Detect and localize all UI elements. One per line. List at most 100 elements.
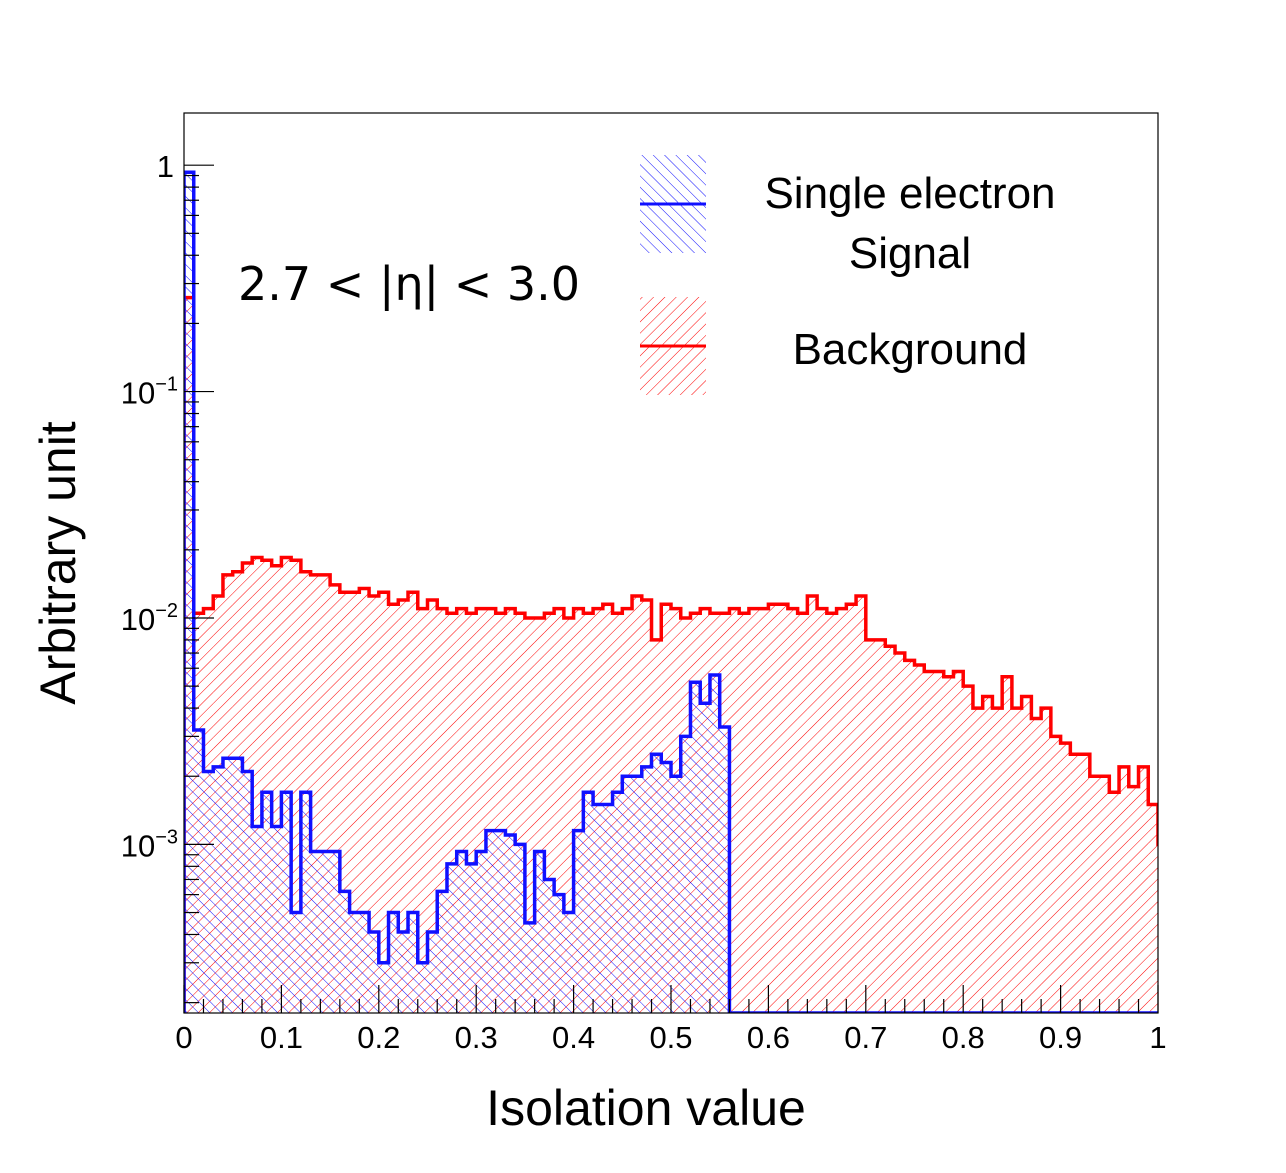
- signal-bin-33: [505, 835, 516, 1013]
- x-tick-label: 0.2: [357, 1020, 400, 1055]
- signal-bin-30: [476, 851, 486, 1013]
- y-tick-label: 10−3: [121, 826, 178, 863]
- background-bin-28: [456, 608, 467, 1013]
- background-bin-84: [1002, 676, 1012, 1013]
- signal-bin-36: [534, 851, 545, 1013]
- signal-bin-53: [700, 703, 710, 1013]
- background-bin-58: [748, 608, 759, 1013]
- background-bin-14: [320, 574, 331, 1013]
- background-bin-96: [1119, 766, 1129, 1013]
- background-bin-17: [349, 592, 360, 1013]
- background-bin-111: [1265, 879, 1275, 1013]
- signal-bin-38: [554, 894, 564, 1013]
- background-bin-81: [972, 708, 983, 1013]
- legend-entry-signal: Single electron Signal: [640, 155, 1056, 278]
- background-bin-104: [1197, 866, 1207, 1013]
- background-bin-86: [1021, 696, 1032, 1013]
- series-signal: [184, 170, 1158, 1013]
- signal-bin-5: [232, 758, 243, 1013]
- background-bin-89: [1050, 736, 1061, 1013]
- background-bin-95: [1109, 792, 1120, 1013]
- signal-bin-3: [213, 766, 223, 1013]
- background-bin-38: [554, 608, 564, 1013]
- signal-bin-2: [203, 771, 214, 1013]
- background-bin-103: [1187, 844, 1197, 1013]
- background-bin-35: [524, 617, 535, 1013]
- y-axis-label: Arbitrary unit: [30, 421, 86, 705]
- background-bin-76: [924, 671, 934, 1013]
- background-bin-65: [817, 608, 827, 1013]
- signal-bin-25: [427, 932, 438, 1013]
- background-bin-70: [865, 639, 876, 1013]
- x-tick-label: 0.9: [1039, 1020, 1082, 1055]
- background-bin-106: [1216, 903, 1226, 1013]
- signal-bin-13: [310, 851, 321, 1013]
- legend: Single electron Signal Background: [640, 155, 1056, 395]
- background-bin-77: [933, 671, 944, 1013]
- background-bin-99: [1148, 804, 1158, 1013]
- signal-bin-15: [330, 851, 340, 1013]
- x-tick-label: 1: [1149, 1020, 1166, 1055]
- background-bin-80: [963, 686, 973, 1013]
- background-bin-101: [1168, 826, 1178, 1013]
- background-bin-27: [446, 613, 457, 1013]
- background-bin-71: [875, 639, 886, 1013]
- background-bin-100: [1158, 844, 1168, 1013]
- y-tick-label: 10−1: [121, 374, 178, 411]
- legend-label-signal-line2: Signal: [849, 229, 971, 278]
- background-bin-32: [495, 613, 506, 1013]
- signal-bin-32: [495, 830, 506, 1013]
- signal-bin-40: [573, 830, 584, 1013]
- signal-bin-17: [349, 912, 360, 1013]
- background-bin-11: [291, 560, 301, 1013]
- background-bin-13: [310, 574, 321, 1013]
- x-tick-label: 0: [175, 1020, 192, 1055]
- background-bin-112: [1275, 923, 1285, 1013]
- eta-range-annotation: 2.7 < |η| < 3.0: [238, 257, 580, 312]
- background-bin-40: [573, 608, 584, 1013]
- background-bin-30: [476, 608, 486, 1013]
- x-tick-label: 0.7: [844, 1020, 887, 1055]
- background-bin-82: [982, 696, 993, 1013]
- x-tick-label: 0.6: [747, 1020, 790, 1055]
- background-bin-72: [885, 646, 896, 1013]
- signal-bin-27: [446, 863, 457, 1013]
- background-bin-73: [895, 653, 905, 1013]
- background-bin-105: [1207, 887, 1217, 1013]
- background-bin-16: [339, 592, 350, 1013]
- signal-bin-41: [583, 792, 594, 1013]
- signal-bin-50: [671, 776, 681, 1013]
- signal-bin-48: [651, 754, 662, 1013]
- background-bin-66: [826, 613, 837, 1013]
- signal-bin-6: [242, 771, 253, 1013]
- background-bin-21: [388, 604, 399, 1013]
- signal-bin-55: [719, 726, 730, 1013]
- signal-bin-42: [593, 804, 603, 1013]
- x-tick-label: 0.1: [260, 1020, 303, 1055]
- background-bin-61: [778, 604, 788, 1013]
- background-bin-94: [1099, 776, 1110, 1013]
- y-tick-label: 1: [157, 149, 174, 184]
- background-bin-85: [1011, 708, 1022, 1013]
- signal-bin-0: [184, 172, 194, 1013]
- signal-bin-22: [398, 932, 409, 1013]
- background-bin-110: [1255, 895, 1265, 1013]
- background-bin-107: [1226, 903, 1236, 1013]
- signal-bin-52: [690, 682, 701, 1013]
- background-bin-19: [369, 596, 379, 1013]
- signal-bin-4: [222, 758, 233, 1013]
- background-bin-10: [281, 557, 292, 1013]
- background-bin-7: [252, 557, 262, 1013]
- signal-bin-12: [300, 792, 311, 1013]
- background-bin-74: [904, 660, 915, 1013]
- background-bin-56: [729, 608, 740, 1013]
- x-tick-label: 0.4: [552, 1020, 595, 1055]
- background-bin-15: [330, 584, 340, 1013]
- signal-bin-26: [437, 891, 447, 1013]
- signal-bin-16: [339, 891, 350, 1013]
- signal-bin-7: [252, 826, 262, 1013]
- background-bin-60: [768, 604, 779, 1013]
- x-axis-ticks: 0 0.1 0.2 0.3 0.4 0.5 0.6 0.7 0.8 0.9 1: [175, 985, 1167, 1055]
- background-bin-18: [359, 588, 370, 1013]
